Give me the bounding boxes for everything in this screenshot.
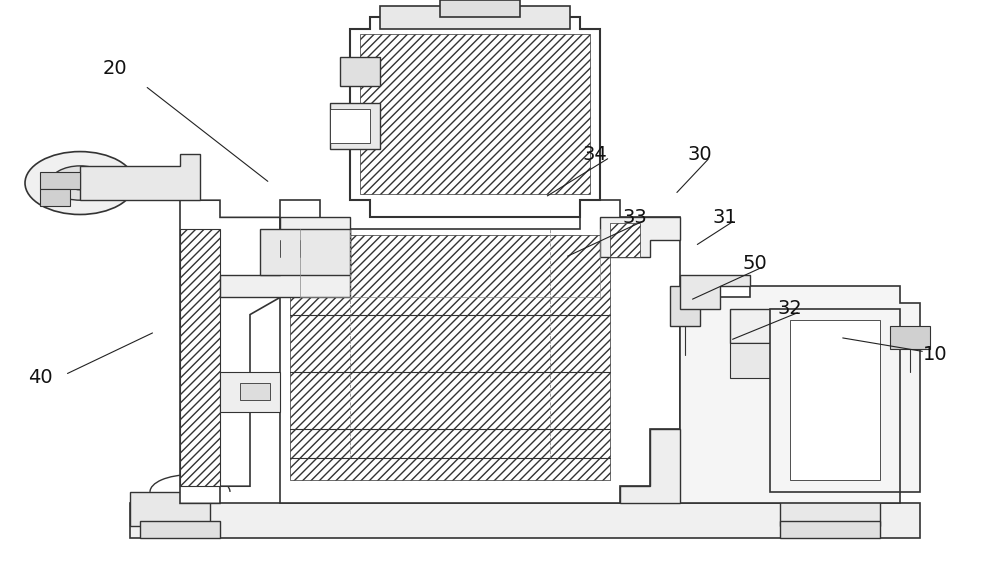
Circle shape [50,166,110,200]
Polygon shape [780,492,880,526]
Polygon shape [770,309,900,492]
Polygon shape [220,217,350,297]
Polygon shape [330,109,370,143]
Polygon shape [610,223,640,257]
Polygon shape [680,286,920,503]
Polygon shape [780,521,880,538]
Text: 20: 20 [103,59,127,78]
Circle shape [337,118,373,139]
Polygon shape [130,503,920,538]
Polygon shape [670,286,700,326]
Polygon shape [130,492,210,526]
Polygon shape [220,372,280,412]
Circle shape [68,176,92,190]
Text: 10: 10 [923,345,947,364]
Polygon shape [600,217,680,257]
Polygon shape [680,275,750,309]
Text: 32: 32 [778,299,802,319]
Text: 34: 34 [583,145,607,164]
Polygon shape [140,521,220,538]
Polygon shape [360,34,590,194]
Polygon shape [180,229,220,486]
Polygon shape [260,229,350,275]
Polygon shape [330,103,380,149]
Polygon shape [620,429,680,503]
Text: 33: 33 [623,208,647,227]
Polygon shape [440,0,520,17]
Polygon shape [790,320,880,480]
Text: 31: 31 [713,208,737,227]
Polygon shape [380,6,570,29]
Polygon shape [730,343,800,378]
Polygon shape [280,200,680,503]
Polygon shape [730,309,780,343]
Polygon shape [290,235,610,480]
Circle shape [277,244,293,253]
Polygon shape [80,154,200,200]
Polygon shape [340,57,380,86]
Polygon shape [40,172,80,189]
Polygon shape [890,326,930,349]
Circle shape [25,152,135,214]
Polygon shape [240,383,270,400]
Text: 50: 50 [743,253,767,273]
Text: 30: 30 [688,145,712,164]
Polygon shape [40,189,70,206]
Text: 40: 40 [28,368,52,387]
Polygon shape [350,17,600,217]
Polygon shape [180,200,280,503]
